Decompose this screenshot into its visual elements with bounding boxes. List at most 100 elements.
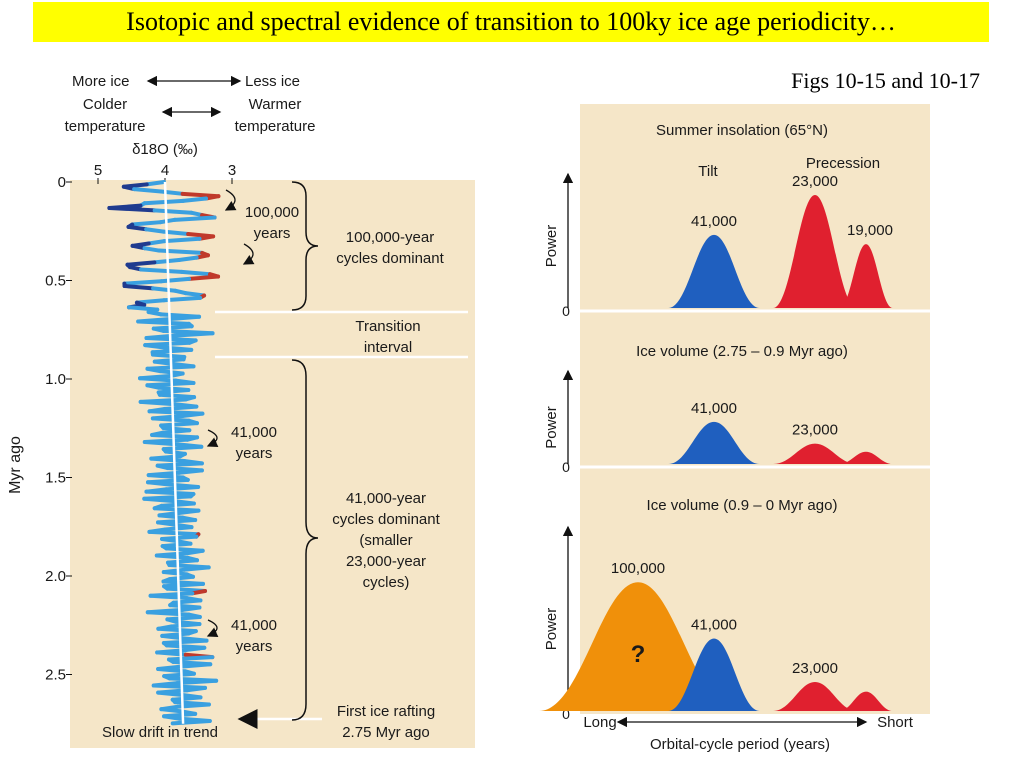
- annotation-100k-dominant-l1: 100,000-year: [346, 229, 434, 246]
- curve-segment: [180, 411, 205, 419]
- peak-label: 23,000: [792, 422, 838, 439]
- curve-segment: [170, 718, 212, 726]
- curve-segment: [172, 215, 217, 222]
- spectrum-panel-3: 0 Power Ice volume (0.9 – 0 Myr ago) 100,00…: [539, 497, 893, 722]
- colder-label: Colder: [83, 96, 127, 113]
- brace-100k: [291, 181, 319, 311]
- trend-line: [163, 181, 185, 724]
- curve-segment: [176, 508, 201, 515]
- power-axis-label: Power: [543, 406, 560, 449]
- curve-segment: [136, 319, 191, 326]
- spectrum-panel-title: Summer insolation (65°N): [656, 122, 828, 139]
- left-panel-background: [70, 180, 475, 748]
- y-tick-label: 1.0: [45, 371, 66, 388]
- spectrum-peak: [668, 421, 760, 464]
- question-mark: ?: [631, 641, 646, 668]
- curve-segment: [149, 456, 187, 463]
- annotation-41k-dominant-l2: cycles dominant: [332, 511, 440, 528]
- curve-segment: [190, 588, 208, 596]
- annotation-41k-years-a-l1: 41,000: [231, 424, 277, 441]
- curve-segment: [130, 220, 163, 227]
- curve-segment: [122, 284, 156, 291]
- spectrum-peak: [773, 682, 857, 711]
- annotation-first-ice-l2: 2.75 Myr ago: [342, 724, 430, 741]
- spectrum-panel-title: Ice volume (0.9 – 0 Myr ago): [647, 497, 838, 514]
- spectrum-peak: [668, 638, 760, 711]
- curve-segment: [156, 248, 205, 255]
- curve-segment: [142, 496, 177, 504]
- annotation-41k-dominant-l1: 41,000-year: [346, 490, 426, 507]
- peak-label: 100,000: [611, 560, 665, 577]
- cycle-arrow-4: [206, 619, 219, 638]
- curve-segment: [162, 581, 206, 589]
- slide-title: Isotopic and spectral evidence of transi…: [33, 2, 989, 42]
- curve-segment: [157, 513, 185, 520]
- curve-segment: [159, 501, 196, 508]
- curve-segment: [144, 227, 166, 234]
- power-axis-label: Power: [543, 225, 560, 268]
- y-axis-label: Myr ago: [7, 436, 24, 494]
- curve-segment: [166, 314, 202, 322]
- curve-segment: [162, 714, 181, 721]
- spectrum-peak: [839, 244, 893, 308]
- curve-segment: [162, 671, 196, 679]
- curve-segment: [161, 570, 189, 577]
- tilt-group-label: Tilt: [698, 163, 718, 180]
- left-chart: More ice Less ice Colder temperature War…: [7, 73, 475, 748]
- y-axis-ticks: 0 0.5 1.0 1.5 2.0 2.5: [45, 174, 72, 684]
- power-zero-label: 0: [562, 459, 570, 475]
- curve-segment: [159, 276, 192, 284]
- curve-segment: [204, 194, 221, 201]
- curve-segment: [152, 208, 194, 215]
- y-tick-label: 2.5: [45, 667, 66, 684]
- curve-segment: [161, 638, 209, 645]
- curve-segment: [169, 622, 202, 629]
- curve-segment: [160, 633, 185, 641]
- annotation-100k-dominant-l2: cycles dominant: [336, 250, 444, 267]
- annotation-41k-years-a-l2: years: [236, 445, 273, 462]
- spectrum-peak: [839, 451, 893, 464]
- curve-segment: [184, 685, 208, 693]
- curve-segment: [177, 468, 204, 475]
- curve-segment: [166, 558, 200, 565]
- curve-segment: [147, 529, 201, 537]
- annotation-41k-dominant-l4: 23,000-year: [346, 553, 426, 570]
- curve-segment: [150, 347, 194, 355]
- curve-segment: [122, 279, 164, 286]
- cycle-arrow-3: [206, 429, 219, 448]
- curve-segment: [163, 525, 194, 532]
- x-axis-long-label: Long: [583, 714, 616, 731]
- power-axis-label: Power: [543, 608, 560, 651]
- curve-segment: [183, 645, 207, 653]
- curve-segment: [158, 217, 177, 225]
- curve-segment: [142, 440, 181, 447]
- curve-segment: [179, 662, 213, 669]
- curve-segment: [171, 598, 203, 605]
- peak-label: 23,000: [792, 660, 838, 677]
- annotation-41k-dominant-l5: cycles): [363, 574, 410, 591]
- x-axis-short-label: Short: [877, 714, 914, 731]
- curve-segment: [155, 461, 204, 468]
- x-tick-label: 4: [161, 162, 169, 179]
- curve-segment: [145, 480, 173, 487]
- peak-label: 41,000: [691, 617, 737, 634]
- curve-segment: [146, 310, 164, 317]
- curve-segment: [145, 610, 191, 617]
- spectrum-peak: [839, 691, 893, 711]
- warmer-label: Warmer: [249, 96, 302, 113]
- colder-temperature-label: temperature: [65, 118, 146, 135]
- precession-group-label: Precession: [806, 155, 880, 172]
- curve-segment: [176, 255, 199, 263]
- curve-segment: [166, 655, 215, 662]
- curve-segment: [148, 593, 189, 601]
- curve-segment: [161, 444, 204, 452]
- curve-segment: [181, 196, 209, 203]
- warmer-temperature-label: temperature: [235, 118, 316, 135]
- spectrum-panel-1: 0 Power Summer insolation (65°N) 41,000 23,0…: [543, 122, 893, 319]
- curve-segment: [137, 376, 178, 383]
- curve-segment: [162, 404, 199, 411]
- y-tick-label: 0.5: [45, 273, 66, 290]
